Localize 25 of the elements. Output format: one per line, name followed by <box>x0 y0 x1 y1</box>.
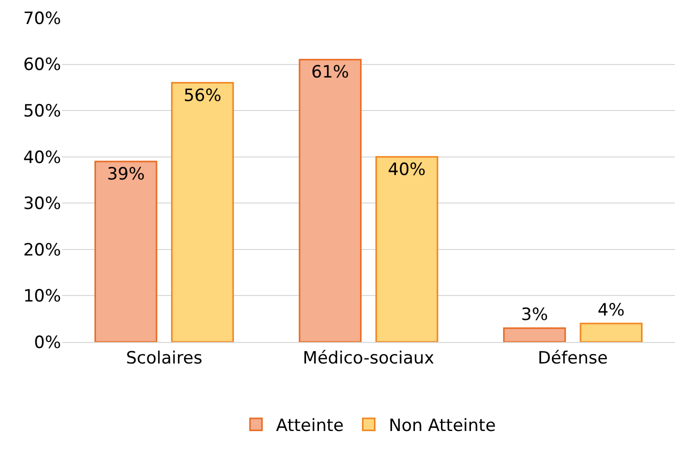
x-tick-label: Défense <box>538 348 608 368</box>
legend-label: Atteinte <box>276 416 344 436</box>
bar <box>580 322 643 342</box>
data-label: 61% <box>311 62 350 83</box>
data-label: 4% <box>598 300 625 320</box>
bar <box>171 82 234 342</box>
y-tick-label: 10% <box>23 286 61 307</box>
data-label: 56% <box>184 86 222 106</box>
data-label: 40% <box>388 160 426 180</box>
bar <box>375 156 438 342</box>
x-tick-label: Médico-sociaux <box>302 348 434 368</box>
bar <box>94 160 158 342</box>
data-label: 3% <box>521 305 548 326</box>
y-tick-label: 60% <box>23 55 61 76</box>
y-tick-label: 20% <box>23 240 61 260</box>
y-tick-label: 50% <box>23 102 61 122</box>
y-tick-label: 30% <box>23 194 61 214</box>
y-tick-label: 0% <box>34 332 61 353</box>
x-tick-label: Scolaires <box>126 348 202 368</box>
y-tick-label: 70% <box>23 8 61 29</box>
legend-label: Non Atteinte <box>388 416 496 436</box>
bar <box>503 327 566 342</box>
y-tick-label: 40% <box>23 148 61 168</box>
bar <box>298 58 362 342</box>
data-label: 39% <box>106 164 145 184</box>
